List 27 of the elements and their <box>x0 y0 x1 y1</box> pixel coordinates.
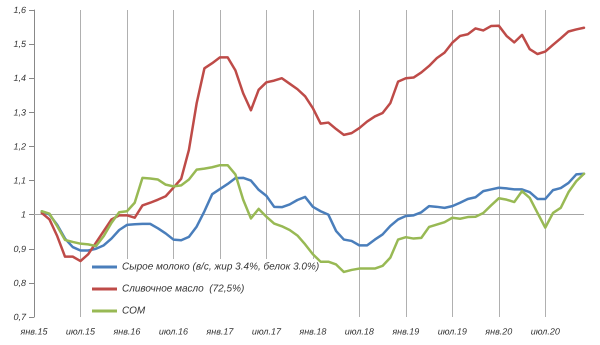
x-tick-label: июл.19 <box>438 326 467 336</box>
y-tick-label: 1,1 <box>13 176 26 186</box>
x-tick-label: июл.17 <box>252 326 282 336</box>
x-tick-label: июл.15 <box>66 326 96 336</box>
legend-label: СОМ <box>122 306 146 316</box>
y-tick-label: 1,2 <box>13 141 26 152</box>
x-tick-label: июл.16 <box>158 326 188 336</box>
y-tick-label: 1,6 <box>13 5 26 15</box>
legend-label: Сливочное масло (72,5%) <box>122 284 244 294</box>
x-tick-label: июл.18 <box>344 326 374 336</box>
x-tick-label: янв.19 <box>391 326 420 336</box>
y-tick-label: 1,3 <box>13 107 26 118</box>
legend-label: Сырое молоко (в/с, жир 3.4%, белок 3.0%) <box>122 262 320 272</box>
line-series <box>40 24 586 262</box>
y-tick-label: 0,9 <box>13 244 26 254</box>
x-tick-label: янв.20 <box>484 326 512 336</box>
x-tick-label: июл.20 <box>530 326 560 336</box>
y-tick-label: 1,4 <box>13 73 26 84</box>
x-tick-label: янв.18 <box>298 326 326 336</box>
x-tick-label: янв.17 <box>205 326 234 336</box>
y-tick-label: 0,7 <box>13 312 27 322</box>
y-tick-label: 0,8 <box>13 278 26 288</box>
y-tick-label: 1,5 <box>13 39 27 50</box>
y-tick-label: 1 <box>20 210 26 220</box>
line-series <box>40 164 586 274</box>
x-tick-label: янв.15 <box>20 326 48 336</box>
x-tick-label: янв.16 <box>112 326 140 336</box>
